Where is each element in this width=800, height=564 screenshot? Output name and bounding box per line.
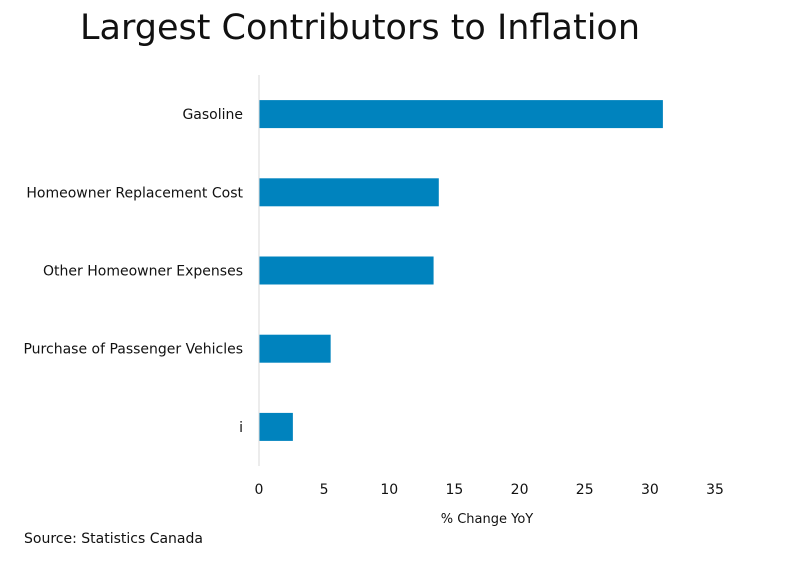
x-tick-label: 20 [511, 482, 529, 498]
x-tick-label: 25 [576, 482, 594, 498]
x-tick-label: 15 [446, 482, 464, 498]
bar [259, 412, 293, 441]
x-tick-label: 10 [380, 482, 398, 498]
x-tick-label: 30 [641, 482, 659, 498]
bar [259, 100, 663, 129]
x-tick-label: 5 [320, 482, 329, 498]
category-label: Homeowner Replacement Cost [26, 185, 243, 201]
x-tick-labels-group: 0 5 10 15 20 25 30 35 [255, 482, 724, 498]
category-label: Other Homeowner Expenses [43, 264, 243, 280]
bars-group [259, 100, 663, 441]
bar [259, 178, 439, 207]
x-tick-label: 0 [255, 482, 264, 498]
chart-title: Largest Contributors to Inflation [80, 8, 641, 48]
bar [259, 334, 331, 363]
category-label: Purchase of Passenger Vehicles [23, 342, 243, 358]
x-tick-label: 35 [706, 482, 724, 498]
bar [259, 256, 434, 285]
source-note: Source: Statistics Canada [24, 531, 203, 547]
category-label: Gasoline [182, 107, 243, 123]
category-label: i [239, 420, 243, 436]
x-axis-title: % Change YoY [441, 512, 534, 527]
category-labels-group: Gasoline Homeowner Replacement Cost Other … [23, 107, 243, 436]
